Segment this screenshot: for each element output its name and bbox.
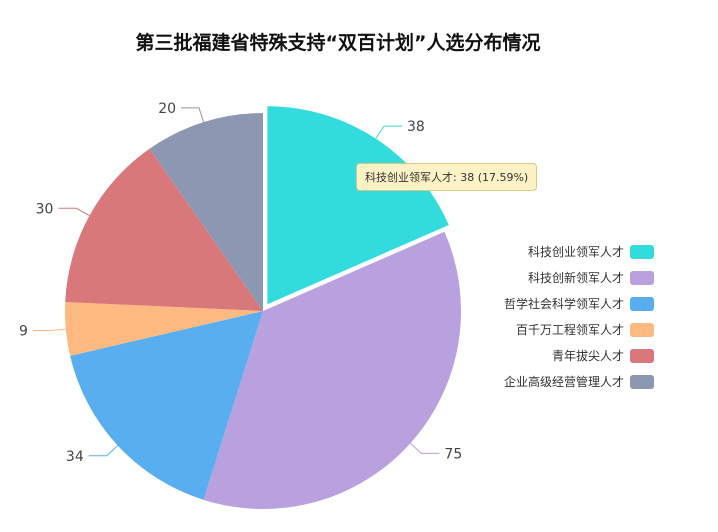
pie-slice-social-science[interactable]: [70, 311, 263, 500]
legend-item-youth[interactable]: 青年拔尖人才: [552, 347, 654, 364]
data-label-entrepreneurship: 38: [407, 119, 425, 135]
legend-swatch: [630, 296, 654, 311]
legend-item-innovation[interactable]: 科技创新领军人才: [528, 269, 654, 286]
legend-swatch: [630, 322, 654, 337]
data-label-innovation: 75: [444, 446, 462, 462]
data-label-management: 20: [158, 101, 176, 117]
legend-item-management[interactable]: 企业高级经营管理人才: [504, 373, 654, 390]
legend-label: 企业高级经营管理人才: [503, 375, 624, 389]
data-label-youth: 30: [36, 201, 54, 217]
legend-swatch: [630, 374, 654, 389]
data-label-social-science: 34: [66, 449, 84, 465]
pie-slice-management[interactable]: [149, 113, 263, 311]
legend-swatch: [630, 270, 654, 285]
pie-slice-innovation[interactable]: [203, 231, 461, 509]
legend: 科技创业领军人才 科技创新领军人才哲学社会科学领军人才百千万工程领军人才青年拔尖人…: [504, 243, 654, 390]
legend-swatch: [630, 348, 654, 363]
legend-item-entrepreneurship[interactable]: 科技创业领军人才: [528, 243, 654, 260]
legend-item-project[interactable]: 百千万工程领军人才: [516, 321, 654, 338]
pie-slice-entrepreneurship[interactable]: [267, 106, 449, 305]
pie-slice-project[interactable]: [65, 301, 264, 356]
chart-title: 第三批福建省特殊支持“双百计划”人选分布情况: [135, 32, 541, 54]
leader-line-social-science: [88, 445, 119, 457]
leader-line-entrepreneurship: [375, 125, 403, 139]
legend-label: 哲学社会科学领军人才: [503, 297, 624, 311]
legend-label: 科技创新领军人才: [527, 271, 624, 285]
leader-line-project: [32, 328, 66, 331]
tooltip: 科技创业领军人才: 38 (17.59%): [356, 163, 538, 191]
legend-item-social-science[interactable]: 哲学社会科学领军人才: [504, 295, 654, 312]
data-label-project: 9: [19, 323, 28, 339]
legend-swatch: [630, 244, 654, 259]
leader-line-management: [181, 107, 205, 123]
leader-line-youth: [58, 207, 90, 216]
leader-line-innovation: [409, 442, 440, 454]
legend-label: 科技创业领军人才: [527, 245, 624, 259]
pie-slice-youth[interactable]: [65, 148, 264, 311]
legend-label: 百千万工程领军人才: [515, 323, 624, 337]
legend-label: 青年拔尖人才: [551, 349, 624, 363]
